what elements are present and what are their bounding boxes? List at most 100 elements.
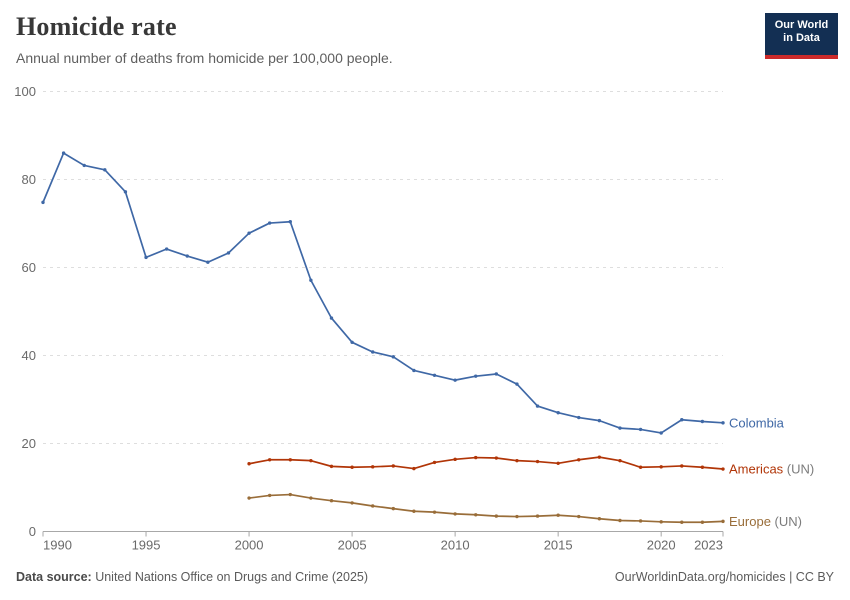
- data-point: [391, 355, 396, 359]
- data-point: [432, 373, 437, 377]
- data-point: [597, 418, 602, 423]
- data-point: [267, 221, 272, 225]
- data-point: [329, 316, 334, 320]
- data-point: [144, 255, 148, 260]
- data-point: [721, 421, 725, 425]
- data-point: [597, 455, 602, 459]
- series-end-label[interactable]: Colombia: [729, 415, 785, 430]
- data-point: [206, 260, 210, 264]
- data-point: [638, 465, 643, 469]
- owid-logo-line1: Our World: [774, 19, 829, 31]
- data-point: [638, 427, 643, 432]
- owid-logo-line2: in Data: [783, 32, 820, 44]
- x-tick-label: 1990: [43, 538, 72, 553]
- y-tick-label: 0: [29, 524, 36, 539]
- x-tick-label: 2020: [647, 538, 676, 553]
- data-point: [267, 458, 272, 462]
- data-point: [185, 254, 189, 258]
- data-point: [700, 520, 705, 524]
- series-end-label[interactable]: Americas (UN): [729, 462, 814, 477]
- data-point: [618, 518, 622, 523]
- data-point: [680, 418, 684, 422]
- series-end-label[interactable]: Europe (UN): [729, 514, 802, 529]
- y-tick-label: 40: [22, 348, 36, 363]
- data-point: [453, 457, 457, 462]
- y-tick-label: 100: [14, 84, 36, 99]
- data-point: [123, 190, 128, 194]
- data-point: [618, 458, 622, 463]
- data-point: [577, 458, 581, 462]
- x-tick-label: 2010: [441, 538, 470, 553]
- series-europe[interactable]: Europe (UN): [247, 492, 802, 529]
- data-point: [103, 168, 107, 172]
- credit-link[interactable]: OurWorldinData.org/homicides | CC BY: [614, 570, 834, 584]
- data-point: [577, 514, 581, 519]
- data-point: [329, 464, 334, 469]
- x-tick-label: 2005: [338, 538, 367, 553]
- data-point: [391, 506, 396, 511]
- data-point: [329, 499, 334, 503]
- x-tick-label: 1995: [132, 538, 161, 553]
- data-point: [556, 461, 560, 465]
- series-line: [248, 456, 724, 470]
- data-point: [412, 509, 416, 513]
- y-tick-label: 60: [22, 260, 36, 275]
- data-source: Data source: United Nations Office on Dr…: [16, 570, 368, 584]
- data-point: [412, 466, 416, 471]
- data-point: [309, 496, 313, 500]
- data-point: [350, 501, 354, 505]
- data-point: [618, 426, 622, 430]
- data-point: [515, 458, 519, 463]
- data-point: [515, 382, 519, 386]
- page-title: Homicide rate: [16, 12, 177, 41]
- data-point: [164, 247, 169, 251]
- data-point: [82, 163, 86, 168]
- data-point: [721, 467, 725, 471]
- data-point: [350, 340, 354, 344]
- data-point: [370, 504, 375, 508]
- data-point: [515, 514, 519, 519]
- data-point: [474, 455, 478, 460]
- data-point: [247, 462, 251, 466]
- data-point: [432, 460, 437, 465]
- data-point: [267, 493, 272, 498]
- x-tick-label: 2015: [544, 538, 573, 553]
- data-point: [412, 368, 416, 373]
- data-point: [659, 431, 663, 435]
- data-point: [474, 374, 478, 378]
- series-americas[interactable]: Americas (UN): [247, 455, 814, 477]
- series-colombia[interactable]: Colombia: [41, 151, 785, 435]
- data-point: [350, 465, 354, 469]
- data-point: [288, 492, 292, 497]
- data-point: [659, 520, 663, 524]
- y-tick-label: 80: [22, 172, 36, 187]
- data-point: [61, 151, 66, 155]
- data-point: [494, 456, 499, 460]
- y-tick-label: 20: [22, 436, 36, 451]
- data-point: [247, 496, 251, 500]
- series-line: [42, 152, 724, 434]
- x-tick-label: 2023: [694, 538, 723, 553]
- data-point: [309, 278, 313, 282]
- data-point: [494, 372, 499, 376]
- data-point: [535, 459, 540, 464]
- data-point: [453, 378, 457, 382]
- data-point: [556, 513, 560, 517]
- data-point: [309, 458, 313, 463]
- data-point: [370, 465, 375, 469]
- data-point: [700, 419, 705, 424]
- data-point: [288, 220, 292, 224]
- data-point: [247, 231, 251, 235]
- data-point: [638, 519, 643, 523]
- owid-logo[interactable]: Our World in Data: [765, 13, 838, 59]
- data-point: [535, 404, 540, 408]
- data-source-label: Data source:: [16, 570, 92, 584]
- data-point: [577, 415, 581, 420]
- data-point: [597, 517, 602, 521]
- data-point: [494, 514, 499, 518]
- data-point: [535, 514, 540, 518]
- data-source-text: United Nations Office on Drugs and Crime…: [91, 570, 369, 584]
